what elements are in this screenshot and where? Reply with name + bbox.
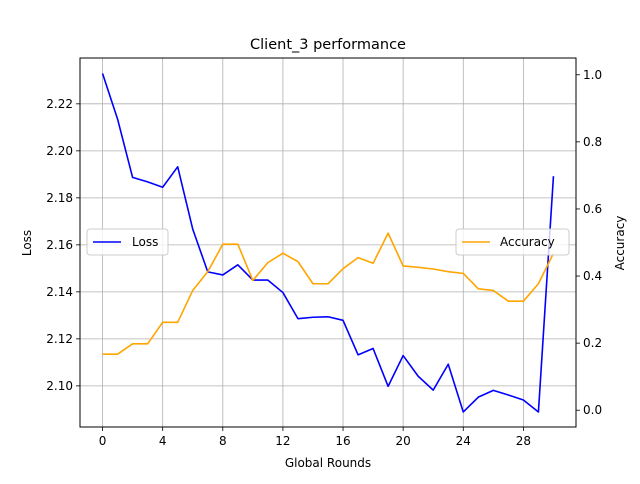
left-y-tick-label: 2.10 xyxy=(46,379,73,393)
left-y-tick-label: 2.20 xyxy=(46,144,73,158)
legend-accuracy: Accuracy xyxy=(455,228,570,256)
legend-accuracy-label: Accuracy xyxy=(500,235,555,249)
x-tick-label: 16 xyxy=(335,434,350,448)
right-y-tick-label: 0.8 xyxy=(583,135,602,149)
right-y-tick-label: 0.0 xyxy=(583,403,602,417)
x-axis-label: Global Rounds xyxy=(285,456,371,470)
right-y-tick-label: 1.0 xyxy=(583,68,602,82)
left-y-axis: 2.10 2.12 2.14 2.16 2.18 2.20 2.22 xyxy=(46,97,80,393)
series-line-accuracy xyxy=(102,232,555,356)
x-tick-label: 20 xyxy=(396,434,411,448)
x-tick-label: 8 xyxy=(219,434,227,448)
left-y-axis-label: Loss xyxy=(20,230,34,256)
right-y-axis-label: Accuracy xyxy=(613,216,627,271)
plot-frame xyxy=(79,57,577,428)
x-tick-label: 24 xyxy=(456,434,471,448)
x-tick-label: 12 xyxy=(275,434,290,448)
x-axis: 0 4 8 12 16 20 24 28 xyxy=(99,427,531,448)
right-y-axis: 0.0 0.2 0.4 0.6 0.8 1.0 xyxy=(576,68,602,417)
left-y-tick-label: 2.12 xyxy=(46,332,73,346)
right-y-tick-label: 0.6 xyxy=(583,202,602,216)
legend-loss-label: Loss xyxy=(132,235,158,249)
legend-loss-frame xyxy=(86,228,169,256)
series-lines xyxy=(101,73,555,413)
x-tick-label: 0 xyxy=(99,434,107,448)
x-tick-label: 4 xyxy=(159,434,167,448)
x-tick-label: 28 xyxy=(516,434,531,448)
chart-title: Client_3 performance xyxy=(250,37,406,53)
legend-loss: Loss xyxy=(86,228,169,256)
right-y-tick-label: 0.2 xyxy=(583,336,602,350)
series-line-loss xyxy=(101,73,555,413)
left-y-tick-label: 2.16 xyxy=(46,238,73,252)
left-y-tick-label: 2.22 xyxy=(46,97,73,111)
legend-accuracy-frame xyxy=(455,228,570,256)
left-y-tick-label: 2.14 xyxy=(46,285,73,299)
right-y-tick-label: 0.4 xyxy=(583,269,602,283)
left-y-tick-label: 2.18 xyxy=(46,191,73,205)
